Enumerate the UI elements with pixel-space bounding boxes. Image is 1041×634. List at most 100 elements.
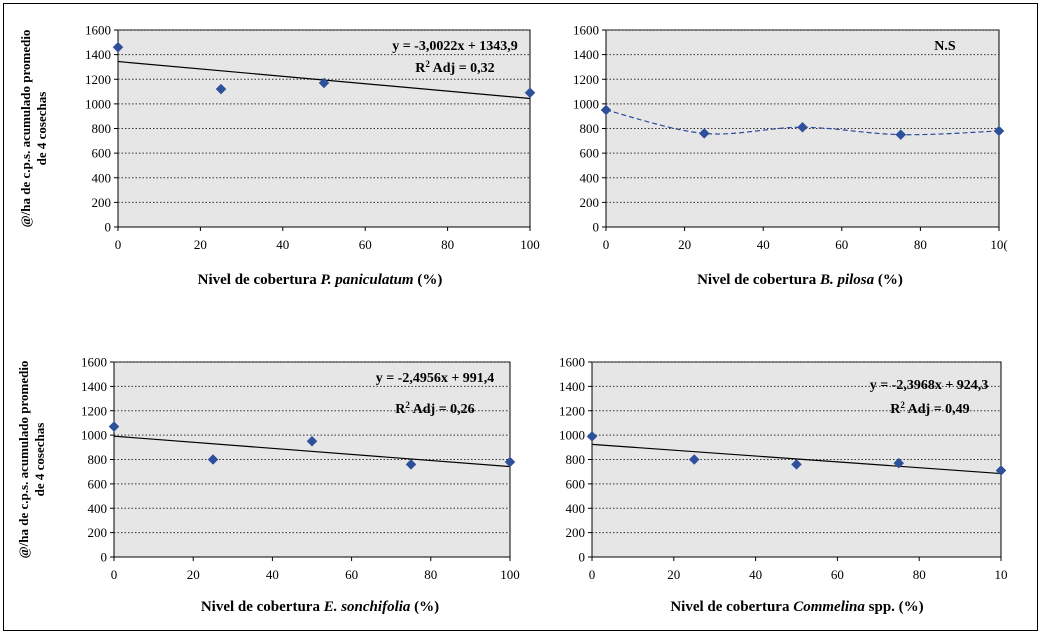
y-tick-label: 600 xyxy=(92,146,112,161)
x-tick-label: 0 xyxy=(115,237,122,252)
x-tick-label: 10 xyxy=(995,567,1008,582)
annotation: y = -3,0022x + 1343,9 xyxy=(392,39,518,54)
y-axis-label: de 4 cosechas xyxy=(32,423,47,497)
x-tick-label: 10( xyxy=(990,237,1007,252)
data-point xyxy=(108,421,120,432)
y-tick-label: 1200 xyxy=(81,403,107,418)
x-tick-label: 0 xyxy=(589,567,596,582)
x-tick-label: 80 xyxy=(441,237,454,252)
species-name: E. sonchifolia xyxy=(323,599,411,615)
x-tick-label: 80 xyxy=(913,567,926,582)
y-tick-label: 1000 xyxy=(85,96,111,111)
y-tick-label: 1600 xyxy=(559,355,585,370)
y-tick-label: 1000 xyxy=(573,96,599,111)
y-tick-label: 400 xyxy=(580,170,600,185)
x-tick-label: 20 xyxy=(187,567,200,582)
y-axis-label: @/ha de c.p.s. acumulado promedio xyxy=(18,30,33,228)
data-point xyxy=(405,459,417,470)
data-point xyxy=(600,104,612,116)
x-tick-label: 100 xyxy=(500,567,520,582)
x-tick-label: 20 xyxy=(667,567,680,582)
chart-panel-3: 0 200 400 600 800 1000 1200 1400 1600 0 20 40 60 80 10… xyxy=(16,355,520,616)
y-tick-label: 1400 xyxy=(573,47,599,62)
x-tick-label: 20 xyxy=(678,237,691,252)
y-tick-label: 1400 xyxy=(85,47,111,62)
annotation: y = -2,4956x + 991,4 xyxy=(376,371,495,386)
data-point xyxy=(797,121,808,133)
x-axis-label: Nivel de cobertura B. pilosa (%) xyxy=(697,272,903,288)
x-axis-label: Nivel de cobertura P. paniculatum (%) xyxy=(198,272,443,288)
annotation: R2 Adj = 0,49 xyxy=(890,400,969,417)
y-tick-label: 1400 xyxy=(81,379,107,394)
x-axis-label: Nivel de cobertura Commelina spp. (%) xyxy=(670,599,923,615)
y-tick-label: 600 xyxy=(566,476,586,491)
y-tick-label: 1200 xyxy=(85,72,111,87)
data-point xyxy=(895,129,907,141)
data-point xyxy=(688,454,700,465)
annotation: y = -2,3968x + 924,3 xyxy=(870,378,989,393)
species-name: Commelina xyxy=(793,599,865,615)
x-tick-label: 0 xyxy=(111,567,118,582)
y-tick-label: 200 xyxy=(580,195,600,210)
data-point xyxy=(993,125,1005,137)
data-point xyxy=(791,459,802,470)
x-tick-label: 60 xyxy=(359,237,372,252)
data-point xyxy=(318,77,330,89)
x-tick-label: 40 xyxy=(276,237,289,252)
x-tick-label: 60 xyxy=(835,237,848,252)
y-tick-label: 1600 xyxy=(81,355,107,370)
y-tick-label: 1000 xyxy=(81,428,107,443)
y-tick-label: 800 xyxy=(580,121,600,136)
data-point xyxy=(504,456,516,468)
y-tick-label: 400 xyxy=(88,501,108,516)
y-tick-label: 400 xyxy=(566,501,586,516)
y-tick-label: 1400 xyxy=(559,379,585,394)
annotation: R2 Adj = 0,32 xyxy=(415,59,494,76)
y-tick-label: 0 xyxy=(593,220,600,235)
x-axis-label: Nivel de cobertura E. sonchifolia (%) xyxy=(201,599,439,615)
data-point xyxy=(698,128,710,139)
x-tick-label: 20 xyxy=(194,237,207,252)
data-point xyxy=(112,41,124,53)
species-name: B. pilosa xyxy=(819,272,875,288)
trend-line xyxy=(113,435,511,468)
species-name: P. paniculatum xyxy=(321,272,414,288)
y-tick-label: 0 xyxy=(579,550,586,565)
data-point xyxy=(995,465,1007,476)
y-tick-label: 800 xyxy=(566,452,586,467)
x-tick-label: 80 xyxy=(914,237,927,252)
data-point xyxy=(893,457,905,469)
data-point xyxy=(215,83,227,95)
y-tick-label: 200 xyxy=(566,525,586,540)
chart-panel-2: 0 200 400 600 800 1000 1200 1400 1600 0 20 40 60 80 10… xyxy=(573,23,1008,289)
trend-curve xyxy=(605,109,1000,136)
x-tick-label: 40 xyxy=(266,567,279,582)
y-tick-label: 600 xyxy=(580,146,600,161)
x-tick-label: 60 xyxy=(345,567,358,582)
y-tick-label: 400 xyxy=(92,170,112,185)
chart-panel-1: 0 200 400 600 800 1000 1200 1400 1600 0 20 40 60 80 10… xyxy=(18,23,540,289)
data-point xyxy=(306,435,318,447)
y-axis-label: @/ha de c.p.s. acumulado promedio xyxy=(16,361,31,559)
x-tick-label: 80 xyxy=(424,567,437,582)
y-tick-label: 200 xyxy=(92,195,112,210)
y-tick-label: 200 xyxy=(88,525,108,540)
y-axis-label: de 4 cosechas xyxy=(34,92,49,166)
y-tick-label: 1200 xyxy=(559,403,585,418)
y-tick-label: 0 xyxy=(105,220,112,235)
y-tick-label: 800 xyxy=(88,452,108,467)
y-tick-label: 1600 xyxy=(85,23,111,38)
x-tick-label: 40 xyxy=(757,237,770,252)
data-point xyxy=(524,87,536,99)
y-tick-label: 1200 xyxy=(573,72,599,87)
x-tick-label: 100 xyxy=(520,237,540,252)
y-tick-label: 1000 xyxy=(559,428,585,443)
x-tick-label: 40 xyxy=(749,567,762,582)
annotation: R2 Adj = 0,26 xyxy=(395,400,474,417)
y-tick-label: 1600 xyxy=(573,23,599,38)
data-point xyxy=(207,454,219,465)
trend-line xyxy=(591,443,1002,475)
data-point xyxy=(586,430,598,442)
x-tick-label: 60 xyxy=(831,567,844,582)
